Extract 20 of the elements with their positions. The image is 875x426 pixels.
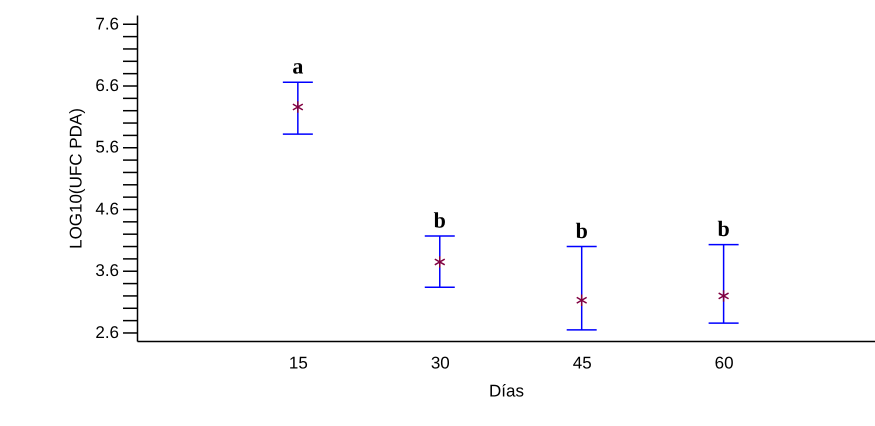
y-tick-label: 7.6 — [95, 14, 119, 34]
point — [292, 100, 304, 114]
point — [434, 256, 446, 268]
y-tick-label: 4.6 — [95, 199, 119, 218]
point — [576, 294, 588, 307]
y-tick-label: 3.6 — [95, 261, 119, 280]
y-tick-label: 6.6 — [95, 76, 119, 96]
x-tick-label: 30 — [430, 354, 450, 372]
point — [718, 289, 730, 302]
x-tick-label: 60 — [714, 354, 734, 372]
annotation: b — [576, 218, 588, 243]
annotation: b — [717, 216, 730, 241]
annotation: a — [292, 54, 304, 79]
y-axis-title: LOG10(UFC PDA) — [66, 108, 86, 249]
x-axis-title: Días — [489, 382, 524, 400]
x-tick-label: 45 — [572, 354, 592, 372]
annotation: b — [434, 207, 446, 232]
y-tick-label: 5.6 — [95, 138, 119, 157]
x-tick-label: 15 — [288, 354, 308, 372]
y-tick-label: 2.6 — [95, 322, 119, 342]
